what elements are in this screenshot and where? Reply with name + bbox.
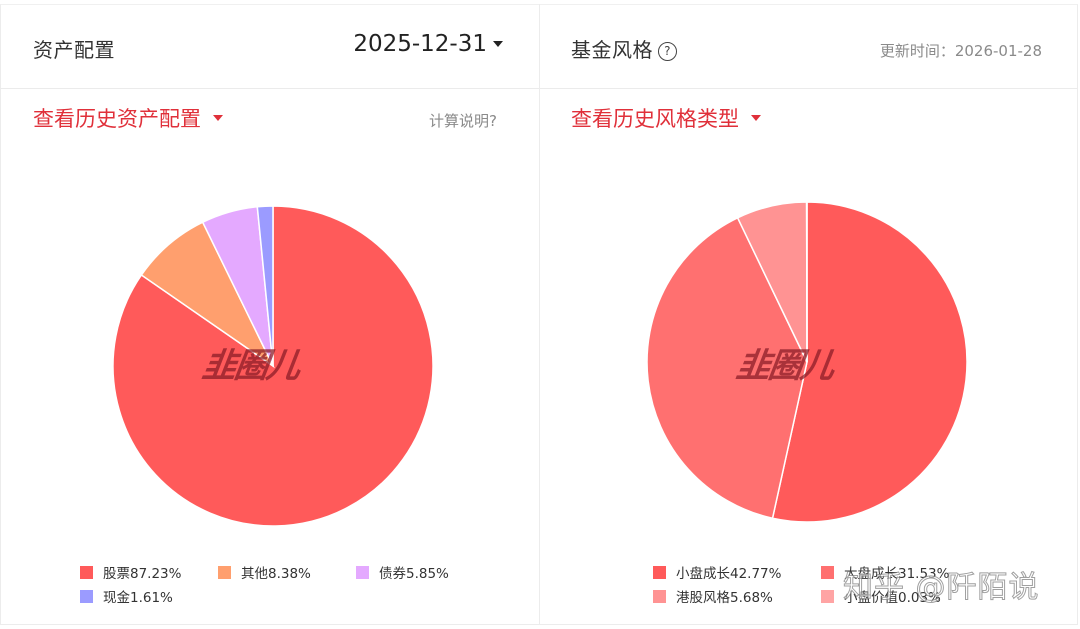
style-history-dropdown[interactable]: 查看历史风格类型: [571, 103, 761, 133]
asset-panel-title: 资产配置: [33, 38, 115, 62]
legend-item-small-growth[interactable]: 小盘成长42.77%: [653, 560, 821, 584]
asset-panel-header: 资产配置 2025-12-31: [0, 4, 539, 89]
legend-swatch: [653, 565, 666, 579]
fund-style-panel: 基金风格? 更新时间：2026-01-28 查看历史风格类型 韭圈儿 小盘成长4…: [540, 4, 1078, 625]
style-history-label: 查看历史风格类型: [571, 107, 739, 131]
legend-item-stock[interactable]: 股票87.23%: [80, 560, 218, 584]
calculation-note-link[interactable]: 计算说明?: [429, 112, 497, 130]
legend-swatch: [821, 589, 834, 603]
style-panel-title: 基金风格?: [571, 34, 677, 63]
help-circle-icon[interactable]: ?: [658, 42, 677, 61]
legend-swatch: [218, 565, 231, 579]
style-legend: 小盘成长42.77% 大盘成长31.53% 港股风格5.68% 小盘价值0.03…: [653, 560, 949, 608]
jiuquan-watermark-logo: 韭圈儿: [199, 346, 302, 386]
legend-item-bond[interactable]: 债券5.85%: [356, 560, 449, 584]
pie-slice-现金[interactable]: [256, 205, 274, 367]
fund-style-pie-chart: [646, 201, 968, 523]
legend-item-large-growth[interactable]: 大盘成长31.53%: [821, 560, 949, 584]
legend-item-other[interactable]: 其他8.38%: [218, 560, 356, 584]
asset-allocation-panel: 资产配置 2025-12-31 查看历史资产配置 计算说明? 韭圈儿 股票87.…: [0, 4, 540, 625]
report-date-value: 2025-12-31: [353, 31, 487, 57]
report-date-dropdown[interactable]: 2025-12-31: [353, 31, 503, 57]
zhihu-watermark: 知乎 @阡陌说: [843, 570, 1040, 606]
pie-slice-小盘成长[interactable]: [771, 201, 968, 523]
asset-allocation-pie-chart: [112, 205, 434, 527]
update-time-label: 更新时间：2026-01-28: [879, 42, 1042, 60]
legend-item-hk-style[interactable]: 港股风格5.68%: [653, 584, 821, 608]
legend-swatch: [80, 565, 93, 579]
legend-swatch: [821, 565, 834, 579]
asset-history-dropdown[interactable]: 查看历史资产配置: [33, 103, 223, 133]
legend-swatch: [653, 589, 666, 603]
pie-slice-大盘成长[interactable]: [646, 216, 808, 520]
style-panel-header: 基金风格? 更新时间：2026-01-28: [540, 4, 1078, 89]
asset-legend: 股票87.23% 其他8.38% 债券5.85% 现金1.61%: [80, 560, 449, 608]
legend-swatch: [80, 589, 93, 603]
legend-item-cash[interactable]: 现金1.61%: [80, 584, 173, 608]
legend-item-small-value[interactable]: 小盘价值0.03%: [821, 584, 941, 608]
asset-history-label: 查看历史资产配置: [33, 107, 201, 131]
jiuquan-watermark-logo: 韭圈儿: [733, 346, 836, 386]
caret-down-icon: [493, 41, 503, 47]
legend-swatch: [356, 565, 369, 579]
caret-down-icon: [751, 115, 761, 121]
caret-down-icon: [213, 115, 223, 121]
